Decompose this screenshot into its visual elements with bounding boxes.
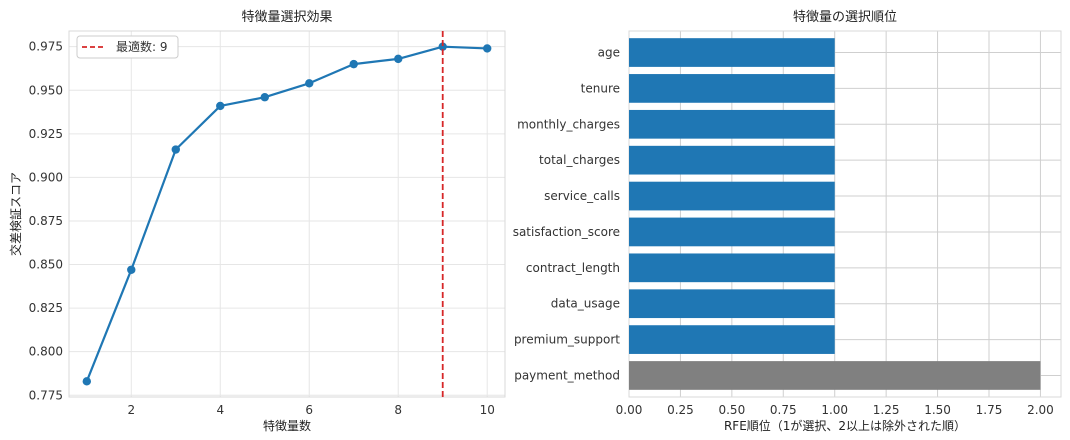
bar-premium-support	[629, 325, 835, 354]
x-tick-label: 0.00	[616, 403, 643, 417]
bar-contract-length	[629, 253, 835, 283]
x-tick-label: 0.50	[718, 403, 745, 417]
x-axis-label: 特徴量数	[263, 418, 311, 433]
y-tick-label: premium_support	[514, 333, 620, 347]
x-tick-label: 1.75	[976, 403, 1003, 417]
y-tick-label: 0.800	[29, 345, 63, 359]
bar-total-charges	[629, 145, 835, 175]
y-tick-label: 0.900	[29, 170, 63, 184]
score-point	[394, 54, 403, 64]
x-tick-label: 2	[127, 403, 135, 417]
x-tick-label: 4	[216, 403, 224, 417]
legend: 最適数: 9	[76, 35, 179, 59]
y-tick-label: 0.975	[29, 40, 63, 54]
x-tick-label: 1.00	[821, 403, 848, 417]
x-tick-label: 8	[394, 403, 402, 417]
x-tick-label: 1.25	[873, 403, 900, 417]
y-tick-label: satisfaction_score	[513, 225, 620, 239]
y-tick-label: 0.875	[29, 214, 63, 228]
score-point	[305, 79, 314, 88]
bar-chart: 特徴量の選択順位 0.00 0.25 0.50 0.75 1.00 1.25 1.50 1.7…	[513, 10, 1062, 433]
x-tick-label: 6	[305, 403, 313, 417]
bar-payment-method	[629, 361, 1041, 390]
y-tick-label: data_usage	[551, 297, 620, 311]
x-tick-label: 1.50	[924, 403, 951, 417]
y-tick-label: service_calls	[544, 189, 620, 203]
x-tick-label: 2.00	[1027, 403, 1054, 417]
y-tick-label: 0.825	[29, 301, 63, 315]
bar-monthly-charges	[629, 109, 835, 139]
y-tick-label: 0.950	[29, 83, 63, 97]
x-axis-label: RFE順位（1が選択、2以上は除外された順）	[724, 418, 966, 433]
bar-satisfaction-score	[629, 217, 835, 247]
score-point	[483, 44, 492, 53]
line-chart-title: 特徴量選択効果	[241, 10, 332, 25]
bar-tenure	[629, 74, 835, 103]
score-line	[85, 45, 488, 382]
y-tick-label: age	[598, 46, 620, 60]
bar-service-calls	[629, 181, 835, 211]
line-chart: 特徴量選択効果 2 4 6 8 10 0.775 0.800 0.825 0.850 0.875 0…	[8, 10, 506, 433]
y-tick-label: tenure	[581, 81, 620, 95]
y-tick-label: 0.775	[29, 388, 63, 402]
bar-data-usage	[629, 289, 835, 319]
y-tick-label: monthly_charges	[517, 117, 620, 131]
score-point	[171, 145, 180, 154]
y-tick-label: 0.850	[29, 258, 63, 272]
y-axis-label: 交差検証スコア	[8, 172, 23, 256]
score-point	[260, 93, 269, 102]
score-point	[82, 377, 91, 386]
x-tick-label: 10	[480, 403, 495, 417]
x-tick-label: 0.25	[667, 403, 694, 417]
y-tick-label: contract_length	[526, 261, 620, 275]
score-point	[438, 42, 447, 51]
y-tick-label: payment_method	[514, 368, 620, 382]
score-point	[127, 265, 136, 274]
score-point	[349, 59, 358, 69]
score-point	[216, 101, 225, 111]
x-tick-label: 0.75	[770, 403, 797, 417]
bar-age	[629, 38, 835, 67]
y-tick-label: total_charges	[539, 153, 620, 167]
bar-chart-title: 特徴量の選択順位	[793, 10, 897, 25]
y-tick-label: 0.925	[29, 127, 63, 141]
legend-label: 最適数: 9	[116, 39, 168, 54]
